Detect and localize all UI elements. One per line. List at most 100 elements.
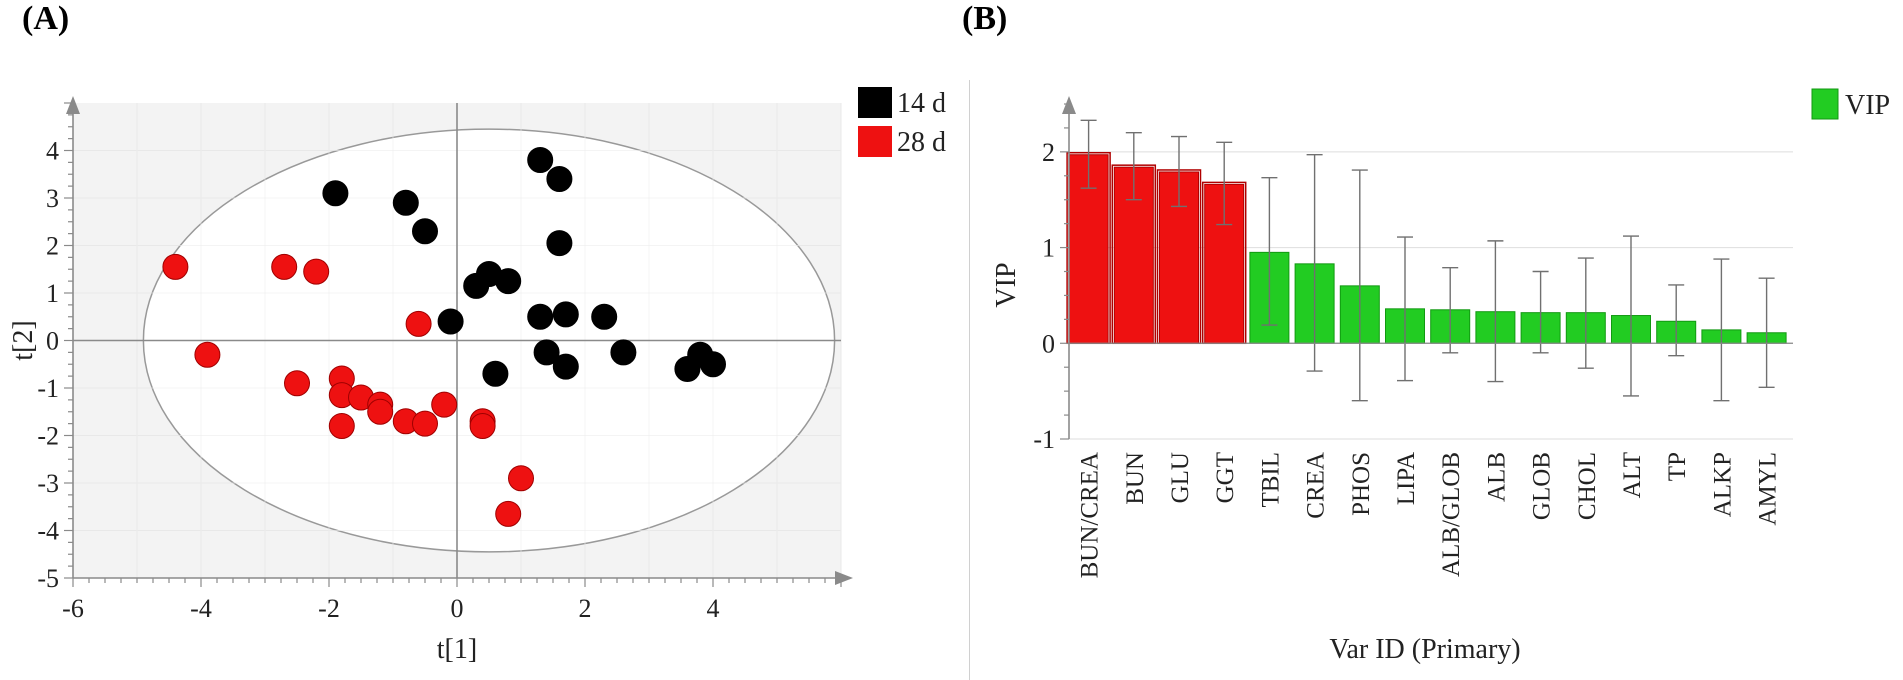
- data-point: [405, 310, 432, 337]
- panel-a-label: (A): [22, 0, 70, 37]
- y-tick-label: -1: [1033, 425, 1055, 454]
- bar: [1565, 312, 1606, 344]
- y-tick-label: -1: [37, 374, 59, 403]
- x-tick-label: TP: [1664, 452, 1691, 481]
- y-tick-label: 0: [1042, 329, 1055, 358]
- y-tick-label: 2: [1042, 138, 1055, 167]
- y-axis-label: t[2]: [8, 320, 39, 360]
- axes: [1060, 96, 1793, 440]
- x-tick-label: -4: [190, 594, 212, 623]
- data-points: [162, 147, 726, 527]
- data-point: [508, 465, 534, 492]
- axes: [64, 96, 853, 587]
- bar: [1475, 311, 1516, 344]
- y-tick-label: 0: [46, 327, 59, 356]
- grid-lines: [1069, 151, 1793, 440]
- x-tick-label: CHOL: [1574, 452, 1601, 520]
- bar: [1656, 320, 1697, 344]
- data-point: [469, 413, 496, 439]
- data-point: [431, 391, 458, 418]
- bar: [1294, 263, 1335, 344]
- data-point: [527, 147, 554, 173]
- x-tick-label: AMYL: [1755, 452, 1782, 526]
- data-point: [610, 339, 637, 366]
- x-tick-label: GLU: [1167, 452, 1194, 503]
- x-tick-label: 0: [451, 594, 464, 623]
- data-point: [482, 360, 509, 387]
- data-point: [527, 303, 554, 330]
- y-tick-label: 1: [1042, 234, 1055, 263]
- legend-swatch: [858, 126, 892, 157]
- y-tick-label: -4: [37, 517, 59, 546]
- bar-outline: [1156, 169, 1202, 345]
- data-point: [437, 308, 464, 335]
- x-tick-label: ALB/GLOB: [1438, 452, 1465, 577]
- data-point: [322, 180, 349, 207]
- tick-labels: -5 -4 -3 -2 -1 0 1 2 3 4 -6 -4 -2 0 2 4: [37, 137, 719, 624]
- data-point: [495, 500, 522, 527]
- x-tick-label: PHOS: [1348, 452, 1375, 516]
- legend-label: VIP: [1845, 90, 1890, 121]
- bar: [1520, 312, 1561, 344]
- x-tick-label: CREA: [1303, 452, 1330, 519]
- bar: [1430, 309, 1471, 344]
- data-point: [271, 253, 298, 280]
- legend-label: 28 d: [897, 127, 946, 158]
- x-tick-label: ALT: [1619, 452, 1646, 498]
- data-point: [591, 303, 618, 330]
- x-tick-label: GGT: [1212, 452, 1239, 503]
- y-axis-arrow: [66, 96, 80, 114]
- x-tick-label: TBIL: [1257, 452, 1284, 508]
- x-axis-label: Var ID (Primary): [1329, 634, 1520, 665]
- data-point: [328, 413, 355, 439]
- y-tick-label: 1: [46, 279, 59, 308]
- y-tick-label: 2: [46, 232, 59, 261]
- bar: [1385, 308, 1425, 344]
- data-point: [392, 189, 419, 216]
- data-point: [700, 351, 726, 378]
- data-point: [162, 253, 189, 280]
- error-bars: [1080, 119, 1775, 402]
- legend-swatch: [1811, 88, 1839, 120]
- legend-swatch: [858, 87, 892, 118]
- y-tick-label: 3: [46, 184, 59, 213]
- y-tick-label: -2: [37, 422, 59, 451]
- x-tick-label: ALB: [1483, 452, 1510, 502]
- data-point: [552, 301, 579, 328]
- x-tick-label: -2: [318, 594, 340, 623]
- data-point: [194, 341, 221, 368]
- x-tick-label: LIPA: [1393, 452, 1420, 505]
- data-point: [303, 258, 330, 285]
- x-axis-arrow: [835, 571, 853, 585]
- x-tick-label: -6: [62, 594, 84, 623]
- data-point: [546, 230, 573, 257]
- bar: [1339, 285, 1380, 344]
- bar: [1611, 315, 1651, 344]
- bar: [1204, 183, 1245, 344]
- x-tick-label: GLOB: [1529, 452, 1556, 520]
- bar: [1068, 154, 1109, 344]
- y-tick-label: 4: [46, 137, 59, 166]
- tick-labels: -1 0 1 2 BUN/CREA BUN GLU GGT TBIL CREA PHOS LIPA AL…: [1033, 138, 1781, 579]
- x-tick-label: BUN/CREA: [1077, 452, 1104, 578]
- data-point: [533, 339, 560, 366]
- data-point: [546, 166, 573, 192]
- data-point: [412, 410, 438, 437]
- bar: [1701, 329, 1742, 344]
- legend: 14 d 28 d: [858, 87, 946, 158]
- data-point: [367, 398, 394, 425]
- y-tick-label: -3: [37, 469, 59, 498]
- data-point: [284, 370, 310, 397]
- x-axis-label: t[1]: [437, 634, 477, 665]
- legend-label: 14 d: [897, 88, 946, 119]
- bar-outline: [1201, 181, 1247, 345]
- data-point: [495, 268, 522, 295]
- x-tick-label: 4: [707, 594, 720, 623]
- x-tick-label: 2: [579, 594, 592, 623]
- score-scatter-chart: -5 -4 -3 -2 -1 0 1 2 3 4 -6 -4 -2 0 2 4 t[1] t[2] 14 d 2…: [8, 87, 946, 665]
- bar-outline: [1066, 151, 1111, 345]
- bar: [1746, 332, 1787, 344]
- x-tick-label: BUN: [1122, 452, 1149, 505]
- data-point: [552, 353, 579, 380]
- panel-b-label: (B): [962, 0, 1008, 37]
